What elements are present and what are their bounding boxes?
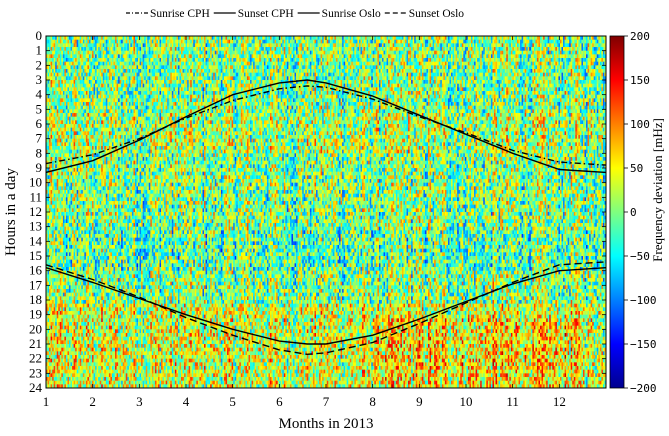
legend-label: Sunset CPH bbox=[238, 8, 294, 20]
legend-label: Sunrise Oslo bbox=[322, 8, 381, 20]
heatmap bbox=[46, 36, 606, 388]
legend: Sunrise CPH Sunset CPH Sunrise Oslo Sunset … bbox=[126, 8, 464, 20]
legend-label: Sunrise CPH bbox=[150, 8, 210, 20]
legend-label: Sunset Oslo bbox=[409, 8, 465, 20]
